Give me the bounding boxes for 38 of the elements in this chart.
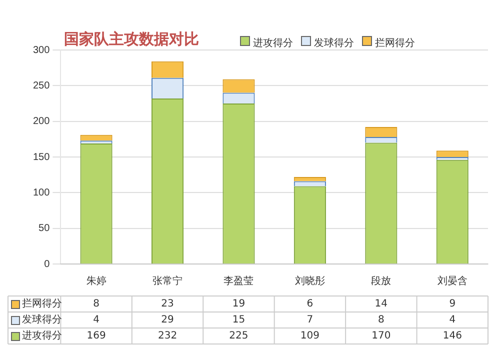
data-label: 14: [374, 298, 388, 310]
y-tick-label: 100: [32, 187, 50, 198]
data-label: 29: [161, 314, 174, 326]
data-label: 169: [86, 330, 106, 342]
data-label: 8: [378, 314, 384, 326]
y-tick-label: 250: [32, 80, 50, 92]
data-label: 8: [93, 298, 100, 310]
data-label: 15: [232, 314, 246, 326]
legend-label: 进攻得分: [252, 36, 293, 50]
y-tick-label: 0: [44, 258, 50, 270]
text: 拦网得分: [22, 298, 62, 310]
x-tick-label: 李盈莹: [224, 274, 254, 287]
x-tick-label: 张常宁: [152, 274, 183, 287]
data-label: 6: [306, 298, 314, 310]
x-tick-label: 刘晏含: [437, 274, 468, 287]
data-label: 19: [232, 298, 246, 310]
data-label: 170: [372, 330, 391, 342]
y-tick-label: 150: [32, 152, 50, 163]
legend-label: 发球得分: [313, 36, 354, 50]
y-tick-label: 50: [38, 223, 50, 234]
data-label: 232: [158, 330, 178, 342]
data-label: 9: [449, 298, 456, 310]
legend-label: 拦网得分: [374, 36, 415, 50]
y-tick-label: 200: [32, 116, 50, 128]
data-label: 4: [93, 314, 100, 326]
data-label: 23: [161, 298, 174, 310]
x-tick-label: 段放: [371, 274, 392, 287]
data-label: 4: [449, 314, 456, 326]
data-label: 225: [229, 330, 248, 342]
chart-title: 国家队主攻数据对比: [64, 30, 199, 49]
data-label: 146: [442, 330, 462, 342]
text: 进攻得分: [22, 330, 62, 342]
data-label: 7: [306, 314, 314, 326]
text: 发球得分: [22, 314, 62, 326]
x-tick-label: 朱婷: [86, 274, 106, 287]
data-label: 109: [300, 330, 320, 342]
x-tick-label: 刘晓彤: [294, 274, 325, 287]
y-tick-label: 300: [32, 44, 50, 56]
